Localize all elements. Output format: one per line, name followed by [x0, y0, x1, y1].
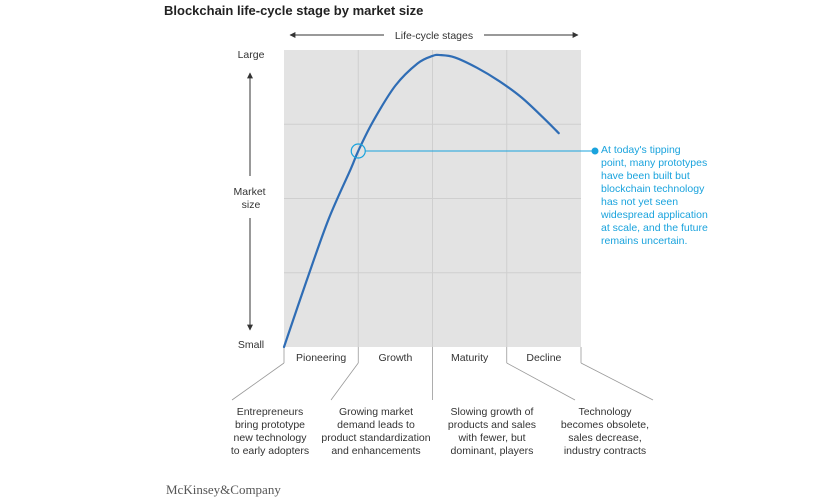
- stage-connector-line: [231, 362, 285, 401]
- stage-description-growth: Growing market demand leads to product s…: [321, 406, 431, 457]
- callout-dot: [591, 147, 599, 155]
- y-bottom-label: Small: [238, 339, 264, 351]
- y-axis-label-line-1: Market: [233, 186, 265, 198]
- footer-logo: McKinsey&Company: [166, 482, 281, 497]
- stage-label-decline: Decline: [526, 352, 561, 364]
- stage-label-growth: Growth: [378, 352, 412, 364]
- stage-labels: Pioneering Growth Maturity Decline: [283, 347, 582, 364]
- y-axis-label-line-2: size: [242, 199, 261, 211]
- stage-connector-line: [330, 362, 359, 401]
- tipping-point-marker: [350, 143, 366, 159]
- stage-connector-line: [506, 362, 576, 401]
- grid: [284, 50, 581, 347]
- x-axis-label: Life-cycle stages: [395, 30, 473, 42]
- stage-description-decline: Technology becomes obsolete, sales decre…: [560, 406, 650, 457]
- y-top-label: Large: [238, 49, 265, 61]
- annotation-text: At today's tipping point, many prototype…: [601, 143, 708, 247]
- stage-label-maturity: Maturity: [451, 352, 489, 364]
- series-line: [282, 53, 560, 349]
- stage-label-pioneering: Pioneering: [296, 352, 346, 364]
- y-axis-label: Market size: [233, 186, 268, 211]
- chart-title: Blockchain life-cycle stage by market si…: [164, 3, 424, 18]
- stage-description-pioneering: Entrepreneurs bring prototype new techno…: [230, 406, 310, 457]
- stage-connector-line: [580, 362, 654, 401]
- stage-connectors: [231, 362, 654, 401]
- stage-description-maturity: Slowing growth of products and sales wit…: [447, 406, 537, 457]
